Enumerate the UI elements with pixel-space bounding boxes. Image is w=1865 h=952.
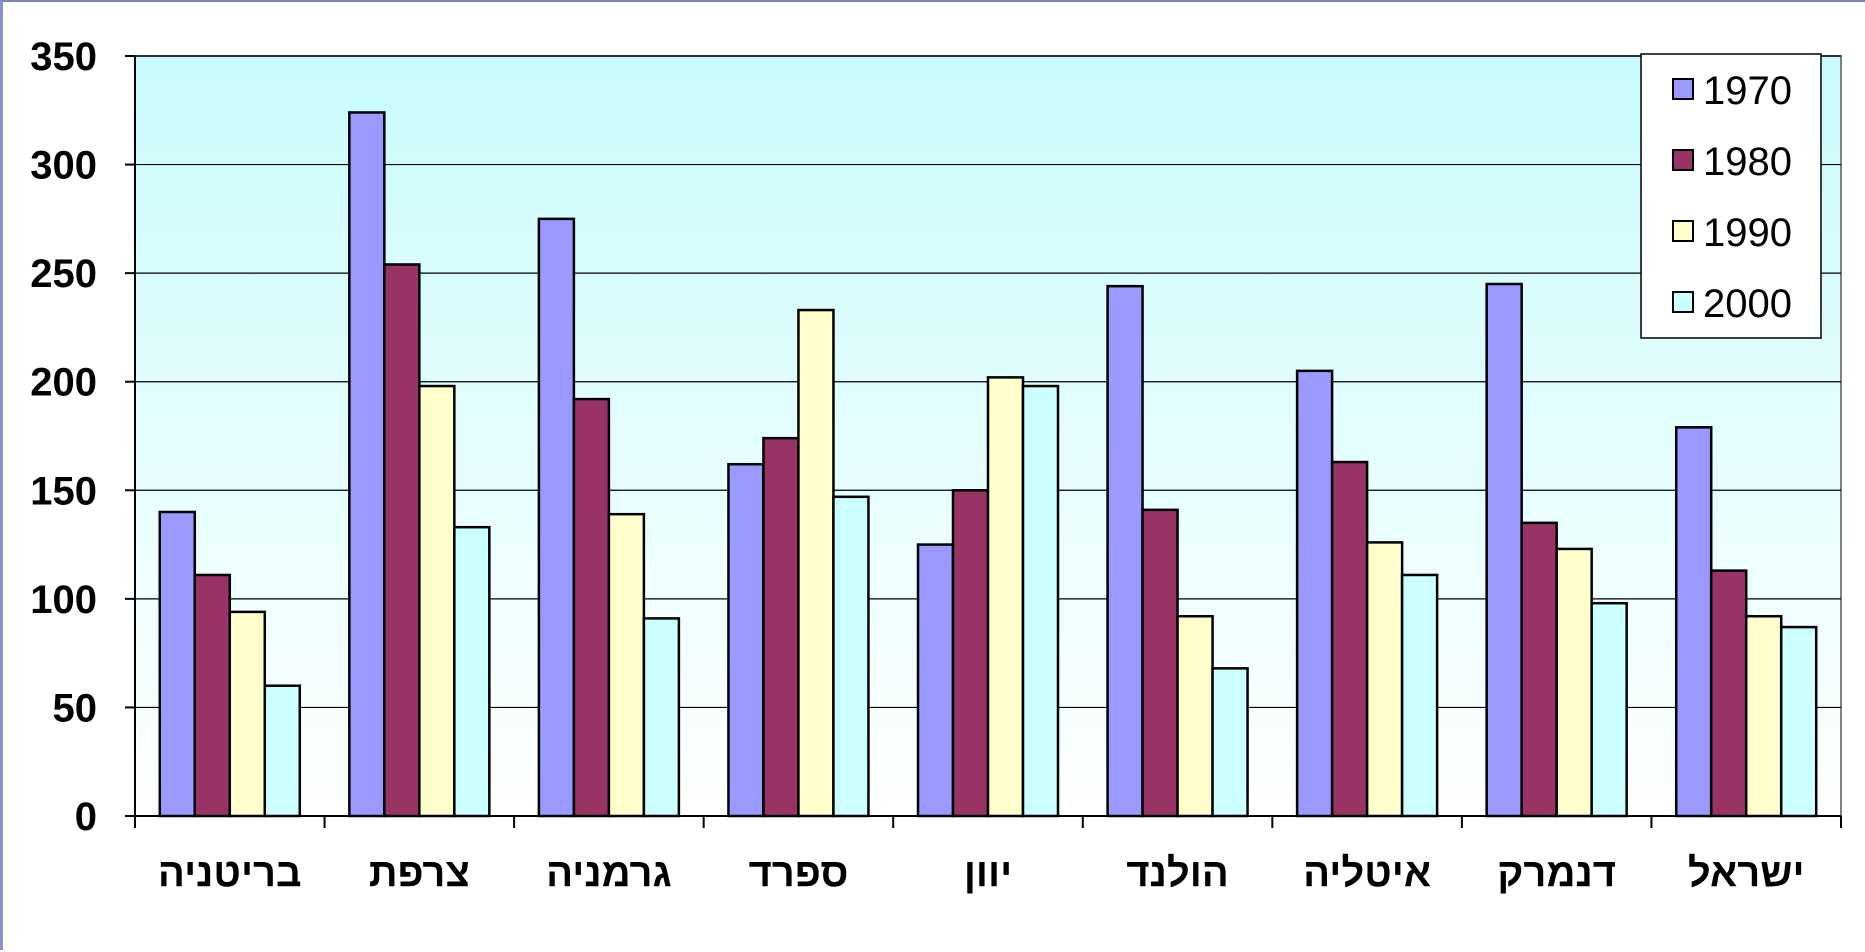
bar-1970 <box>1106 284 1144 818</box>
bar-1990 <box>797 308 835 818</box>
x-tick-label: בריטניה <box>158 851 302 895</box>
x-axis: בריטניה צרפת גרמניה ספרד יוון הולנד איטליה דנמר… <box>134 815 1842 895</box>
y-axis: 0 50 100 150 200 250 300 350 <box>30 35 136 839</box>
bar-1970 <box>1674 426 1713 818</box>
x-tick-label: ספרד <box>748 851 848 895</box>
y-tick-label: 250 <box>30 252 97 296</box>
bar-1990 <box>228 610 267 818</box>
bar-2000 <box>1211 667 1249 818</box>
bar-1980 <box>572 397 611 818</box>
y-tick-label: 50 <box>53 686 98 730</box>
bar-2000 <box>1590 601 1628 818</box>
bar-1970 <box>916 543 955 818</box>
y-tick-label: 200 <box>30 361 97 405</box>
bar-1970 <box>727 462 765 818</box>
y-tick-label: 350 <box>30 35 97 79</box>
bar-chart: 0 50 100 150 200 250 300 350 בריטניה צרפת גרמניה ס… <box>30 35 1842 895</box>
legend-box <box>1640 53 1822 339</box>
legend-swatch <box>1672 291 1694 313</box>
bar-1990 <box>418 384 456 818</box>
bar-2000 <box>642 617 681 818</box>
bar-1980 <box>1141 508 1179 818</box>
y-tick-label: 150 <box>30 469 97 513</box>
bars <box>158 111 1818 818</box>
x-tick-label: דנמרק <box>1497 851 1616 895</box>
legend-label: 1990 <box>1703 211 1792 255</box>
y-tick-label: 0 <box>75 795 97 839</box>
legend-label: 1980 <box>1703 140 1792 184</box>
bar-1990 <box>1176 614 1214 818</box>
x-tick-label: גרמניה <box>546 851 672 895</box>
bar-1970 <box>158 510 197 818</box>
bar-2000 <box>263 684 302 818</box>
legend-label: 1970 <box>1703 69 1792 113</box>
y-tick-label: 300 <box>30 144 97 188</box>
y-tick-label: 100 <box>30 578 97 622</box>
x-tick-label: יוון <box>964 851 1012 895</box>
legend-label: 2000 <box>1703 282 1792 326</box>
bar-1990 <box>1555 547 1593 818</box>
bar-1980 <box>383 263 421 818</box>
x-tick-label: ישראל <box>1688 851 1805 895</box>
bar-2000 <box>1021 384 1060 818</box>
bar-2000 <box>832 495 870 818</box>
bar-1980 <box>1709 569 1748 818</box>
bar-1980 <box>1330 460 1369 818</box>
bar-1970 <box>1295 369 1334 818</box>
legend-swatch <box>1672 78 1694 100</box>
bar-1980 <box>193 573 232 818</box>
bar-1990 <box>986 376 1025 818</box>
bar-1970 <box>348 111 386 818</box>
x-tick-label: איטליה <box>1303 851 1431 895</box>
bar-1970 <box>1485 282 1523 818</box>
bar-2000 <box>453 525 491 818</box>
bar-1990 <box>607 512 646 818</box>
bar-2000 <box>1779 625 1818 818</box>
bar-1980 <box>1520 521 1558 818</box>
legend: 1970 1980 1990 2000 <box>1640 53 1822 339</box>
bar-1990 <box>1744 614 1783 818</box>
legend-swatch <box>1672 220 1694 242</box>
x-tick-label: הולנד <box>1126 851 1229 895</box>
x-tick-label: צרפת <box>369 851 470 895</box>
bar-1970 <box>537 217 576 818</box>
bar-1980 <box>762 436 800 818</box>
bar-2000 <box>1400 573 1439 818</box>
bar-1980 <box>951 489 990 818</box>
legend-swatch <box>1672 149 1694 171</box>
bar-1990 <box>1365 541 1404 818</box>
